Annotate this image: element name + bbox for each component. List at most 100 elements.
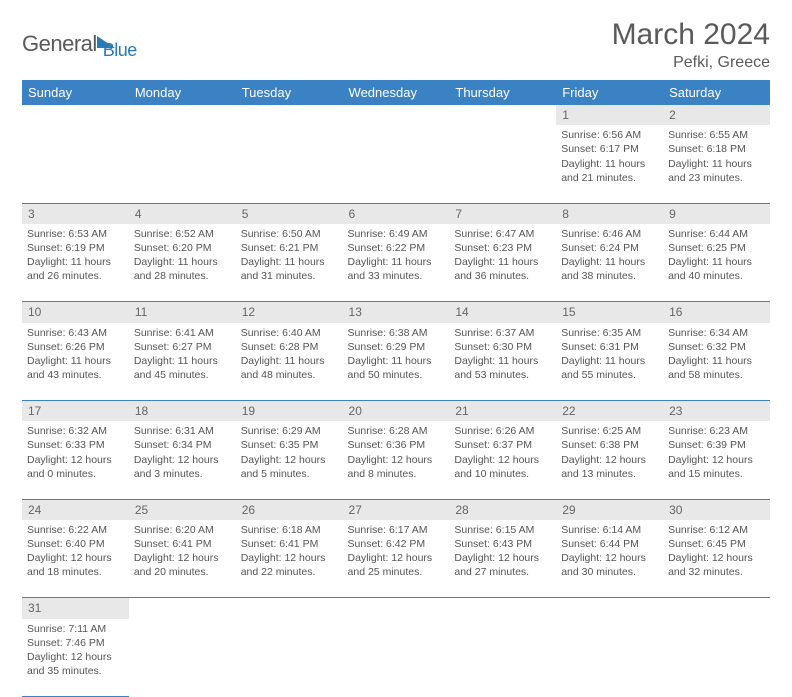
day-data-cell: Sunrise: 6:18 AMSunset: 6:41 PMDaylight:… bbox=[236, 520, 343, 598]
day-data-cell: Sunrise: 6:17 AMSunset: 6:42 PMDaylight:… bbox=[343, 520, 450, 598]
sunset-text: Sunset: 6:31 PM bbox=[561, 340, 658, 354]
daylight-text: Daylight: 12 hours and 13 minutes. bbox=[561, 453, 658, 481]
day-data-row: Sunrise: 6:53 AMSunset: 6:19 PMDaylight:… bbox=[22, 224, 770, 302]
day-number-cell: 8 bbox=[556, 203, 663, 224]
day-number-cell: 6 bbox=[343, 203, 450, 224]
sunrise-text: Sunrise: 6:52 AM bbox=[134, 227, 231, 241]
daylight-text: Daylight: 11 hours and 23 minutes. bbox=[668, 157, 765, 185]
daylight-text: Daylight: 11 hours and 53 minutes. bbox=[454, 354, 551, 382]
day-number-cell bbox=[449, 105, 556, 125]
day-data-cell: Sunrise: 6:35 AMSunset: 6:31 PMDaylight:… bbox=[556, 323, 663, 401]
day-number-cell: 4 bbox=[129, 203, 236, 224]
sunset-text: Sunset: 6:18 PM bbox=[668, 142, 765, 156]
day-number-cell: 1 bbox=[556, 105, 663, 125]
sunset-text: Sunset: 6:45 PM bbox=[668, 537, 765, 551]
day-data-cell: Sunrise: 6:38 AMSunset: 6:29 PMDaylight:… bbox=[343, 323, 450, 401]
day-data-cell: Sunrise: 6:52 AMSunset: 6:20 PMDaylight:… bbox=[129, 224, 236, 302]
day-data-cell: Sunrise: 6:20 AMSunset: 6:41 PMDaylight:… bbox=[129, 520, 236, 598]
day-number-row: 10111213141516 bbox=[22, 302, 770, 323]
day-number-cell: 29 bbox=[556, 499, 663, 520]
sunrise-text: Sunrise: 6:32 AM bbox=[27, 424, 124, 438]
day-data-cell: Sunrise: 7:11 AMSunset: 7:46 PMDaylight:… bbox=[22, 619, 129, 697]
day-number-cell: 30 bbox=[663, 499, 770, 520]
sunrise-text: Sunrise: 6:50 AM bbox=[241, 227, 338, 241]
sunset-text: Sunset: 6:38 PM bbox=[561, 438, 658, 452]
location: Pefki, Greece bbox=[612, 54, 770, 72]
sunset-text: Sunset: 6:30 PM bbox=[454, 340, 551, 354]
day-data-row: Sunrise: 6:22 AMSunset: 6:40 PMDaylight:… bbox=[22, 520, 770, 598]
sunrise-text: Sunrise: 7:11 AM bbox=[27, 622, 124, 636]
day-data-cell: Sunrise: 6:26 AMSunset: 6:37 PMDaylight:… bbox=[449, 421, 556, 499]
daylight-text: Daylight: 11 hours and 36 minutes. bbox=[454, 255, 551, 283]
day-number-cell: 21 bbox=[449, 401, 556, 422]
day-data-cell: Sunrise: 6:22 AMSunset: 6:40 PMDaylight:… bbox=[22, 520, 129, 598]
day-data-cell: Sunrise: 6:34 AMSunset: 6:32 PMDaylight:… bbox=[663, 323, 770, 401]
sunset-text: Sunset: 7:46 PM bbox=[27, 636, 124, 650]
day-data-cell: Sunrise: 6:23 AMSunset: 6:39 PMDaylight:… bbox=[663, 421, 770, 499]
sunset-text: Sunset: 6:25 PM bbox=[668, 241, 765, 255]
day-number-cell: 5 bbox=[236, 203, 343, 224]
day-data-cell: Sunrise: 6:31 AMSunset: 6:34 PMDaylight:… bbox=[129, 421, 236, 499]
day-data-cell: Sunrise: 6:53 AMSunset: 6:19 PMDaylight:… bbox=[22, 224, 129, 302]
daylight-text: Daylight: 12 hours and 0 minutes. bbox=[27, 453, 124, 481]
daylight-text: Daylight: 12 hours and 25 minutes. bbox=[348, 551, 445, 579]
sunrise-text: Sunrise: 6:18 AM bbox=[241, 523, 338, 537]
sunset-text: Sunset: 6:40 PM bbox=[27, 537, 124, 551]
weekday-header: Sunday bbox=[22, 80, 129, 105]
daylight-text: Daylight: 12 hours and 10 minutes. bbox=[454, 453, 551, 481]
sunrise-text: Sunrise: 6:20 AM bbox=[134, 523, 231, 537]
daylight-text: Daylight: 11 hours and 28 minutes. bbox=[134, 255, 231, 283]
daylight-text: Daylight: 11 hours and 26 minutes. bbox=[27, 255, 124, 283]
sunrise-text: Sunrise: 6:34 AM bbox=[668, 326, 765, 340]
day-number-cell bbox=[22, 105, 129, 125]
day-data-cell bbox=[449, 619, 556, 697]
daylight-text: Daylight: 11 hours and 21 minutes. bbox=[561, 157, 658, 185]
daylight-text: Daylight: 11 hours and 45 minutes. bbox=[134, 354, 231, 382]
day-number-cell: 2 bbox=[663, 105, 770, 125]
weekday-header: Thursday bbox=[449, 80, 556, 105]
sunrise-text: Sunrise: 6:41 AM bbox=[134, 326, 231, 340]
sunrise-text: Sunrise: 6:28 AM bbox=[348, 424, 445, 438]
sunset-text: Sunset: 6:42 PM bbox=[348, 537, 445, 551]
day-number-cell: 10 bbox=[22, 302, 129, 323]
day-number-cell: 14 bbox=[449, 302, 556, 323]
sunrise-text: Sunrise: 6:56 AM bbox=[561, 128, 658, 142]
day-number-cell: 26 bbox=[236, 499, 343, 520]
sunset-text: Sunset: 6:20 PM bbox=[134, 241, 231, 255]
sunrise-text: Sunrise: 6:37 AM bbox=[454, 326, 551, 340]
sunrise-text: Sunrise: 6:35 AM bbox=[561, 326, 658, 340]
sunrise-text: Sunrise: 6:47 AM bbox=[454, 227, 551, 241]
day-number-cell: 20 bbox=[343, 401, 450, 422]
day-number-row: 12 bbox=[22, 105, 770, 125]
sunset-text: Sunset: 6:41 PM bbox=[134, 537, 231, 551]
sunset-text: Sunset: 6:44 PM bbox=[561, 537, 658, 551]
title-block: March 2024 Pefki, Greece bbox=[612, 18, 770, 72]
day-data-cell: Sunrise: 6:46 AMSunset: 6:24 PMDaylight:… bbox=[556, 224, 663, 302]
day-data-cell: Sunrise: 6:25 AMSunset: 6:38 PMDaylight:… bbox=[556, 421, 663, 499]
sunset-text: Sunset: 6:41 PM bbox=[241, 537, 338, 551]
day-data-cell bbox=[129, 619, 236, 697]
day-number-cell: 23 bbox=[663, 401, 770, 422]
day-data-cell: Sunrise: 6:14 AMSunset: 6:44 PMDaylight:… bbox=[556, 520, 663, 598]
day-data-cell: Sunrise: 6:50 AMSunset: 6:21 PMDaylight:… bbox=[236, 224, 343, 302]
day-data-cell: Sunrise: 6:56 AMSunset: 6:17 PMDaylight:… bbox=[556, 125, 663, 203]
sunrise-text: Sunrise: 6:53 AM bbox=[27, 227, 124, 241]
daylight-text: Daylight: 11 hours and 50 minutes. bbox=[348, 354, 445, 382]
sunrise-text: Sunrise: 6:26 AM bbox=[454, 424, 551, 438]
day-data-cell: Sunrise: 6:15 AMSunset: 6:43 PMDaylight:… bbox=[449, 520, 556, 598]
sunrise-text: Sunrise: 6:23 AM bbox=[668, 424, 765, 438]
sunrise-text: Sunrise: 6:44 AM bbox=[668, 227, 765, 241]
day-data-cell bbox=[236, 619, 343, 697]
day-number-cell bbox=[129, 105, 236, 125]
day-data-cell: Sunrise: 6:55 AMSunset: 6:18 PMDaylight:… bbox=[663, 125, 770, 203]
day-number-row: 17181920212223 bbox=[22, 401, 770, 422]
weekday-header: Friday bbox=[556, 80, 663, 105]
day-number-cell: 11 bbox=[129, 302, 236, 323]
day-data-cell: Sunrise: 6:47 AMSunset: 6:23 PMDaylight:… bbox=[449, 224, 556, 302]
logo-text-blue: Blue bbox=[103, 40, 137, 61]
day-data-row: Sunrise: 7:11 AMSunset: 7:46 PMDaylight:… bbox=[22, 619, 770, 697]
day-data-cell bbox=[663, 619, 770, 697]
day-number-cell: 27 bbox=[343, 499, 450, 520]
day-number-cell: 18 bbox=[129, 401, 236, 422]
daylight-text: Daylight: 11 hours and 40 minutes. bbox=[668, 255, 765, 283]
